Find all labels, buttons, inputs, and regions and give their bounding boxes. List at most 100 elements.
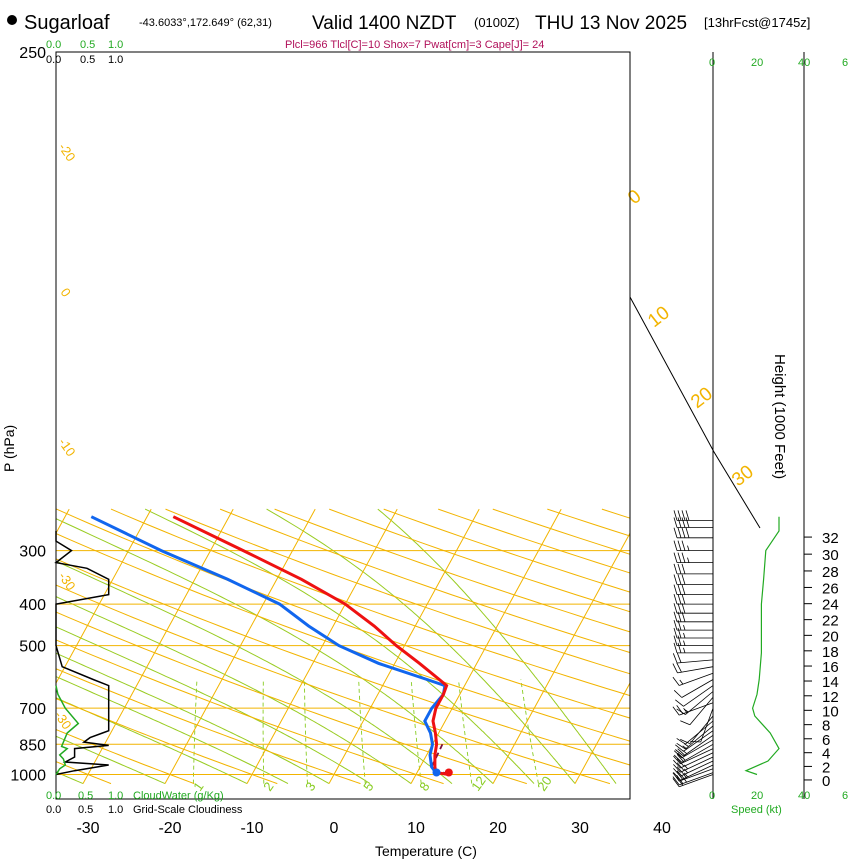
dry-adiabat — [601, 508, 630, 519]
wind-barb-flag — [680, 720, 691, 726]
wind-barb — [673, 552, 713, 563]
wind-barb — [673, 743, 714, 763]
wind-barb-flag — [672, 663, 678, 674]
speed-label: Speed (kt) — [731, 804, 782, 816]
sounding-profiles — [90, 515, 453, 777]
wind-barb-flag — [677, 540, 682, 551]
wind-barb-staff — [685, 725, 714, 750]
wind-bot-40: 40 — [798, 790, 810, 802]
wind-barb-flag — [673, 540, 678, 551]
bottom-green-05: 0.5 — [78, 790, 93, 802]
wind-barb — [672, 652, 714, 664]
dry-adiabat — [56, 584, 611, 785]
dry-adiabat — [56, 729, 195, 785]
wind-barb-flag — [681, 527, 686, 538]
wind-barb-staff — [685, 691, 714, 715]
dry-adiabat — [165, 508, 630, 675]
wind-barb-flag — [677, 517, 682, 528]
wind-barb-flag — [677, 552, 682, 563]
dry-adiabat — [56, 558, 630, 766]
pressure-tick-label: 500 — [19, 639, 46, 656]
cloudiness-profile — [54, 531, 110, 776]
wind-barb-flag — [677, 574, 682, 585]
top-black-1: 1.0 — [108, 54, 123, 66]
wind-barb-half — [679, 679, 684, 685]
top-green-1: 1.0 — [108, 39, 123, 51]
height-tick-label: 18 — [822, 644, 839, 661]
top-scale-labels: 0.0 0.5 1.0 0.0 0.5 1.0 — [46, 39, 123, 66]
background-lines — [56, 508, 630, 785]
wind-barb-half — [683, 772, 688, 778]
wind-barb-staff — [679, 772, 714, 786]
x-axis-title: Temperature (C) — [375, 843, 477, 859]
wind-barb — [672, 672, 714, 686]
station-marker-icon — [7, 15, 17, 25]
pressure-tick-label: 850 — [19, 737, 46, 754]
wind-barb-flag — [673, 563, 678, 575]
station-name: Sugarloaf — [24, 12, 110, 34]
wind-barb-half — [683, 624, 686, 631]
wind-barb — [673, 760, 714, 777]
dry-adiabat — [329, 508, 630, 613]
wind-barb-flag — [677, 642, 682, 654]
dry-adiabat — [56, 639, 444, 785]
height-tick-label: 24 — [822, 597, 839, 614]
wind-barb-flag — [676, 766, 685, 775]
wind-barb-half — [683, 632, 686, 639]
forecast-date: THU 13 Nov 2025 — [535, 13, 687, 34]
stability-indices: Plcl=966 Tlcl[C]=10 Shox=7 Pwat[cm]=3 Ca… — [285, 39, 544, 51]
wind-barb-flag — [681, 593, 686, 605]
wind-barb-staff — [680, 764, 714, 781]
wind-barb — [673, 540, 713, 551]
wind-barb — [673, 574, 713, 585]
wind-barb-flag — [685, 517, 690, 528]
wind-barb-half — [683, 647, 686, 654]
cloud-panel — [54, 531, 110, 776]
x-axis-ticks: -30 -20 -10 0 10 20 30 40 — [76, 820, 671, 837]
wind-scale: 0 20 40 6 0 20 40 6 Speed (kt) — [709, 57, 848, 816]
moist-adiabat — [56, 626, 371, 785]
zulu-time: (0100Z) — [474, 15, 520, 30]
isotherm — [328, 508, 480, 784]
mixing-ratio-line — [358, 679, 366, 784]
plot-frame — [55, 51, 631, 800]
height-tick-label: 2 — [822, 759, 830, 776]
wind-barb-flag — [673, 619, 678, 631]
moist-adiabat — [56, 596, 412, 784]
height-tick-label: 14 — [822, 674, 839, 691]
wind-barb — [672, 662, 714, 674]
wind-barb — [673, 584, 713, 595]
wind-barb-staff — [689, 715, 714, 744]
wind-barb-flag — [677, 527, 682, 538]
wind-barb-flag — [673, 754, 683, 763]
cloudiness-label: Grid-Scale Cloudiness — [133, 804, 243, 816]
pressure-tick-label: 250 — [19, 45, 46, 62]
temperature-line — [172, 515, 450, 776]
boundary-line — [629, 296, 761, 529]
wind-barb-flag — [676, 758, 685, 767]
moist-adiabat — [56, 697, 248, 785]
height-tick-label: 4 — [822, 746, 830, 763]
wind-barb — [673, 679, 714, 698]
wind-barb-flag — [676, 662, 682, 673]
wind-barb-flag — [677, 584, 682, 595]
moist-adiabat — [56, 560, 453, 784]
moist-adiabat — [144, 508, 535, 784]
moist-adiabat — [56, 676, 289, 785]
theta-label: 10 — [644, 302, 674, 332]
height-tick-label: 20 — [822, 628, 839, 645]
temperature-tick-label: 10 — [407, 820, 425, 837]
wind-barb-flag — [677, 510, 682, 521]
wind-barb-flag — [676, 708, 686, 715]
wind-barb-flag — [677, 748, 686, 757]
dry-adiabat — [56, 508, 630, 719]
dry-adiabat — [56, 533, 630, 742]
wind-barb-flag — [677, 627, 682, 639]
wind-barb — [673, 603, 713, 614]
wind-barb — [680, 696, 714, 726]
wind-barb — [673, 593, 713, 605]
wind-bot-0: 0 — [709, 790, 715, 802]
surface-dewpoint-point — [432, 768, 441, 777]
wind-top-6: 6 — [842, 57, 848, 69]
wind-barb-staff — [683, 685, 714, 707]
